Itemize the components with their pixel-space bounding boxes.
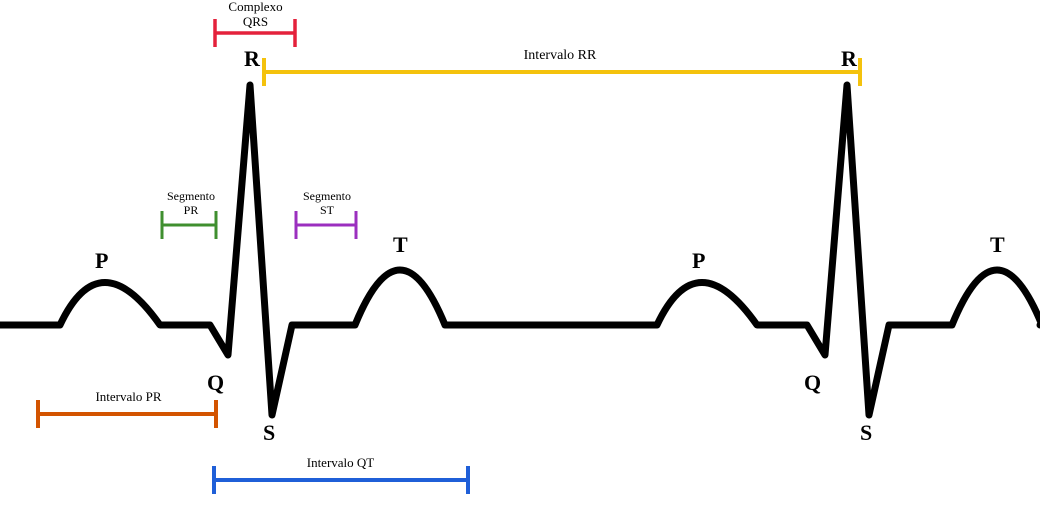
ecg-svg [0,0,1040,520]
ecg-diagram: P Q R S T P Q R S T Complexo QRS Intervalo RR Segmen… [0,0,1040,520]
wave-label-R1: R [244,46,260,72]
interval-label-pr_seg: Segmento PR [155,190,227,218]
wave-label-T1: T [393,232,408,258]
interval-label-qrs: Complexo QRS [218,0,293,30]
wave-label-S1: S [263,420,275,446]
wave-label-Q2: Q [804,370,821,396]
interval-label-pr_int: Intervalo PR [76,390,181,405]
interval-label-rr: Intervalo RR [495,48,625,64]
ecg-waveform [0,85,1040,415]
wave-label-R2: R [841,46,857,72]
interval-label-st_seg: Segmento ST [293,190,361,218]
wave-label-S2: S [860,420,872,446]
wave-label-P2: P [692,248,705,274]
wave-label-Q1: Q [207,370,224,396]
wave-label-T2: T [990,232,1005,258]
interval-label-qt_int: Intervalo QT [288,456,393,471]
wave-label-P1: P [95,248,108,274]
